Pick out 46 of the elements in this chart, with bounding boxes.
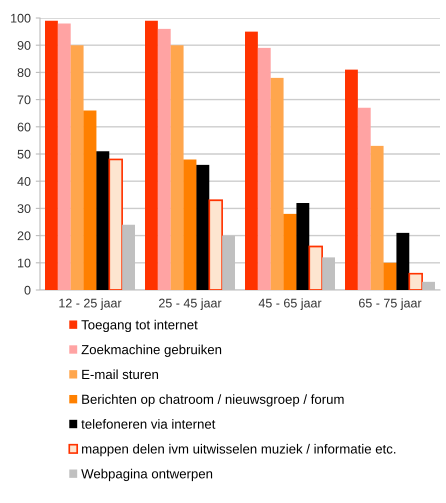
bar	[345, 70, 358, 290]
bar	[158, 28, 171, 290]
bar	[308, 246, 323, 290]
legend-label: Toegang tot internet	[81, 320, 198, 332]
y-tick-label: 80	[18, 68, 30, 78]
y-tick-label: 20	[18, 231, 30, 240]
y-tick-label: 0	[24, 286, 30, 295]
bar	[358, 108, 371, 290]
x-tick-label: 12 - 25 jaar	[59, 298, 122, 310]
legend-label: telefoneren via internet	[81, 419, 216, 429]
bar	[284, 214, 296, 290]
y-tick-label: 90	[18, 41, 30, 50]
bar	[58, 23, 71, 290]
bar	[108, 158, 123, 290]
bar	[84, 110, 96, 290]
legend-label: Zoekmachine gebruiken	[82, 344, 222, 357]
x-tick-label: 65 - 75 jaar	[359, 298, 422, 310]
x-tick-label: 25 - 45 jaar	[159, 298, 222, 310]
x-tick-label: 45 - 65 jaar	[258, 298, 322, 310]
bar	[70, 45, 84, 290]
y-tick-label: 30	[18, 204, 30, 214]
bar	[296, 202, 310, 290]
bar	[408, 272, 423, 290]
legend-label: mappen delen ivm uitwisselen muziek / informatie etc.	[82, 444, 396, 456]
bar	[245, 32, 258, 290]
y-tick-label: 40	[17, 177, 30, 186]
bar	[370, 146, 384, 290]
legend-label: Berichten op chatroom / nieuwsgroep / forum	[82, 394, 344, 407]
bar	[270, 78, 284, 290]
y-tick-label: 70	[18, 95, 30, 104]
y-tick-label: 60	[18, 122, 30, 132]
bar	[208, 199, 223, 290]
bar	[184, 159, 196, 290]
bar	[384, 262, 396, 290]
y-tick-label: 100	[11, 14, 30, 23]
y-tick-label: 50	[18, 150, 30, 159]
y-tick-label: 10	[18, 258, 30, 268]
bar	[96, 151, 110, 290]
legend-label: E-mail sturen	[82, 369, 158, 380]
bar	[145, 20, 158, 290]
bar	[196, 164, 210, 290]
bar	[258, 48, 271, 290]
bar	[396, 232, 410, 290]
bar	[45, 20, 58, 290]
legend-label: Webpagina ontwerpen	[81, 468, 212, 482]
bar	[170, 45, 184, 290]
